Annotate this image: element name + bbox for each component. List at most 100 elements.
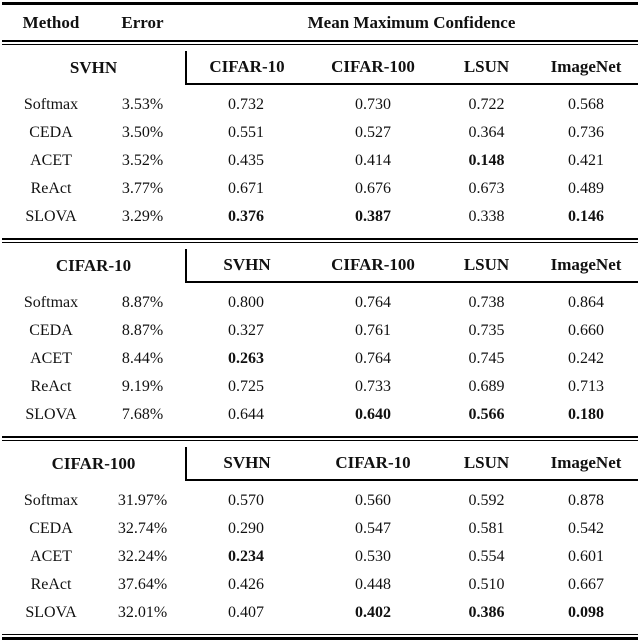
value-cell: 0.689 [468,378,505,395]
block-header: SVHN CIFAR-10 CIFAR-100 LSUN ImageNet [2,45,638,85]
col-header: LSUN [463,255,510,274]
value-cell: 0.421 [568,152,604,169]
value-cell: 0.864 [568,294,604,311]
method-cell: SLOVA [25,406,77,423]
method-cell: ACET [30,152,72,169]
value-cell: 0.676 [355,180,391,197]
bottom-rule [2,634,638,640]
error-cell: 9.19% [121,378,164,395]
value-cell: 0.581 [468,520,505,537]
block-cifar10: CIFAR-10 SVHN CIFAR-100 LSUN ImageNet So… [0,243,640,436]
value-cell: 0.263 [228,350,264,367]
method-cell: ACET [30,350,72,367]
block-cifar100: CIFAR-100 SVHN CIFAR-10 LSUN ImageNet So… [0,441,640,634]
value-cell: 0.660 [568,322,604,339]
error-cell: 3.77% [121,180,164,197]
value-cell: 0.386 [468,604,505,621]
value-cell: 0.570 [228,492,264,509]
table-row: Softmax 31.97% 0.570 0.560 0.592 0.878 [2,487,638,515]
section-divider [2,436,638,441]
table-header: Method Error Mean Maximum Confidence [2,5,638,40]
error-cell: 8.87% [121,294,164,311]
value-cell: 0.725 [228,378,264,395]
value-cell: 0.554 [468,548,505,565]
block-body: Softmax 3.53% 0.732 0.730 0.722 0.568 CE… [2,85,638,238]
value-cell: 0.764 [355,294,391,311]
table-row: ReAct 37.64% 0.426 0.448 0.510 0.667 [2,571,638,599]
col-header: CIFAR-10 [209,57,285,76]
value-cell: 0.713 [568,378,604,395]
value-cell: 0.426 [228,576,264,593]
block-header: CIFAR-100 SVHN CIFAR-10 LSUN ImageNet [2,441,638,481]
value-cell: 0.644 [228,406,264,423]
col-header: SVHN [223,255,271,274]
method-cell: ReAct [30,576,72,593]
col-header: ImageNet [550,255,622,274]
col-header-error: Error [121,12,164,32]
value-cell: 0.148 [468,152,505,169]
value-cell: 0.547 [355,520,391,537]
error-cell: 37.64% [117,576,168,593]
table-row: CEDA 8.87% 0.327 0.761 0.735 0.660 [2,317,638,345]
method-cell: ReAct [30,378,72,395]
block-column-headers: SVHN CIFAR-100 LSUN ImageNet [185,249,638,283]
block-dataset-title: CIFAR-100 [51,454,136,473]
table-row: Softmax 8.87% 0.800 0.764 0.738 0.864 [2,289,638,317]
table-row: ACET 3.52% 0.435 0.414 0.148 0.421 [2,147,638,175]
value-cell: 0.489 [568,180,604,197]
value-cell: 0.448 [355,576,391,593]
block-header: CIFAR-10 SVHN CIFAR-100 LSUN ImageNet [2,243,638,283]
col-header: LSUN [463,57,510,76]
col-header: CIFAR-100 [331,255,415,274]
value-cell: 0.530 [355,548,391,565]
error-cell: 3.50% [121,124,164,141]
error-cell: 31.97% [117,492,168,509]
value-cell: 0.745 [468,350,505,367]
value-cell: 0.671 [228,180,264,197]
col-header-method: Method [22,12,80,32]
table-row: SLOVA 7.68% 0.644 0.640 0.566 0.180 [2,401,638,429]
value-cell: 0.592 [468,492,505,509]
value-cell: 0.667 [568,576,604,593]
value-cell: 0.180 [568,406,604,423]
table-row: CEDA 32.74% 0.290 0.547 0.581 0.542 [2,515,638,543]
value-cell: 0.242 [568,350,604,367]
value-cell: 0.601 [568,548,604,565]
error-cell: 32.24% [117,548,168,565]
error-cell: 8.87% [121,322,164,339]
value-cell: 0.878 [568,492,604,509]
value-cell: 0.435 [228,152,264,169]
table-row: ReAct 9.19% 0.725 0.733 0.689 0.713 [2,373,638,401]
block-body: Softmax 8.87% 0.800 0.764 0.738 0.864 CE… [2,283,638,436]
method-cell: Softmax [23,294,79,311]
value-cell: 0.234 [228,548,264,565]
method-cell: SLOVA [25,208,77,225]
value-cell: 0.527 [355,124,391,141]
col-header-confidence: Mean Maximum Confidence [307,12,516,32]
error-cell: 3.52% [121,152,164,169]
value-cell: 0.730 [355,96,391,113]
table-row: ACET 32.24% 0.234 0.530 0.554 0.601 [2,543,638,571]
top-rule [2,2,638,5]
error-cell: 8.44% [121,350,164,367]
col-header: CIFAR-100 [331,57,415,76]
value-cell: 0.673 [468,180,505,197]
col-header: ImageNet [550,453,622,472]
error-cell: 32.01% [117,604,168,621]
value-cell: 0.414 [355,152,391,169]
error-cell: 3.53% [121,96,164,113]
method-cell: SLOVA [25,604,77,621]
value-cell: 0.735 [468,322,505,339]
table-row: CEDA 3.50% 0.551 0.527 0.364 0.736 [2,119,638,147]
value-cell: 0.542 [568,520,604,537]
value-cell: 0.722 [468,96,505,113]
method-cell: CEDA [29,322,73,339]
col-header: CIFAR-10 [335,453,411,472]
value-cell: 0.327 [228,322,264,339]
table-row: Softmax 3.53% 0.732 0.730 0.722 0.568 [2,91,638,119]
value-cell: 0.407 [228,604,264,621]
value-cell: 0.146 [568,208,604,225]
block-column-headers: SVHN CIFAR-10 LSUN ImageNet [185,447,638,481]
value-cell: 0.640 [355,406,391,423]
value-cell: 0.764 [355,350,391,367]
